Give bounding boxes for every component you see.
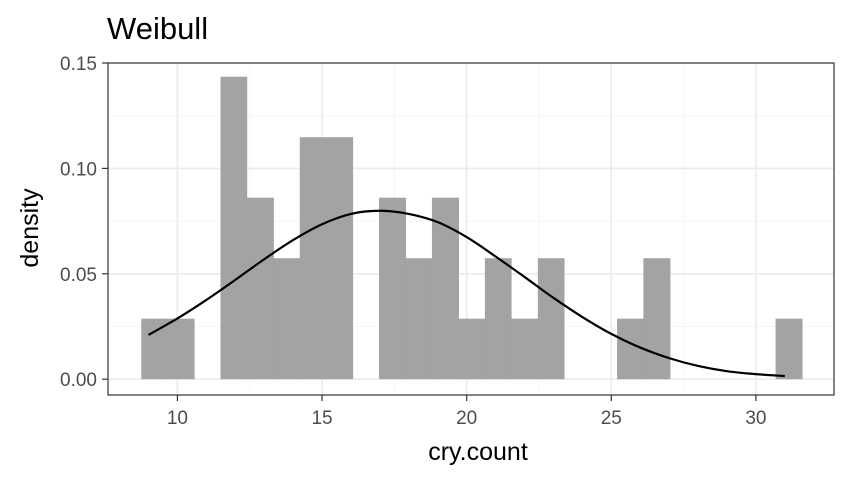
- panel-border: [107, 62, 835, 396]
- y-tick-label: 0.10: [60, 159, 97, 180]
- chart-title: Weibull: [107, 11, 208, 46]
- histogram-bar: [405, 258, 433, 380]
- histogram-bar: [775, 318, 803, 380]
- x-tick-label: 15: [311, 408, 332, 429]
- y-axis-title: density: [16, 188, 44, 268]
- histogram-bar: [141, 318, 168, 380]
- histogram-bar: [326, 137, 354, 380]
- histogram-bar: [643, 258, 671, 380]
- histogram-bar: [511, 318, 539, 380]
- x-axis: 10 15 20 25 30: [167, 395, 766, 429]
- histogram-bar: [484, 258, 512, 380]
- histogram-bar: [431, 197, 459, 380]
- histogram-bar: [246, 197, 274, 380]
- x-tick-label: 30: [745, 408, 766, 429]
- histogram-bar: [299, 137, 327, 380]
- x-tick-label: 25: [601, 408, 622, 429]
- y-tick-label: 0.00: [60, 370, 97, 391]
- histogram-bar: [379, 197, 407, 380]
- x-tick-label: 20: [456, 408, 477, 429]
- x-axis-title: cry.count: [428, 438, 528, 466]
- y-tick-label: 0.15: [60, 54, 97, 75]
- histogram-bar: [458, 318, 486, 380]
- histogram-bar: [617, 318, 644, 380]
- x-tick-label: 10: [167, 408, 188, 429]
- histogram-bar: [167, 318, 195, 380]
- y-tick-label: 0.05: [60, 265, 97, 286]
- histogram-bars: [141, 76, 803, 380]
- y-axis: 0.00 0.05 0.10 0.15: [60, 54, 108, 391]
- histogram-bar: [273, 258, 301, 380]
- fit-curve-layer: [147, 209, 785, 378]
- weibull-fit-curve: [147, 209, 785, 378]
- histogram-bar: [220, 76, 248, 380]
- histogram-bar: [537, 258, 565, 380]
